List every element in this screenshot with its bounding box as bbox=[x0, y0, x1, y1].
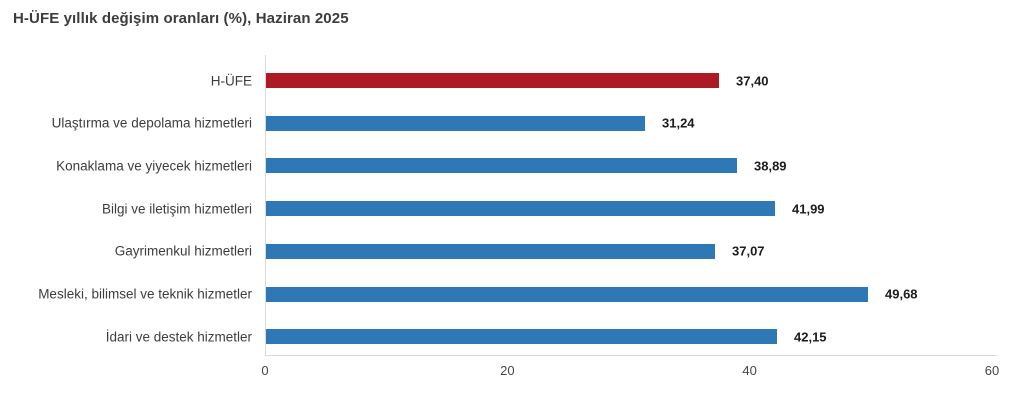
bar bbox=[266, 201, 775, 217]
y-axis-line bbox=[265, 55, 266, 355]
category-label: Ulaştırma ve depolama hizmetleri bbox=[51, 115, 252, 131]
value-label: 49,68 bbox=[885, 286, 918, 302]
category-label: Mesleki, bilimsel ve teknik hizmetler bbox=[38, 286, 252, 302]
category-label: H-ÜFE bbox=[210, 73, 252, 88]
bar bbox=[266, 73, 719, 88]
x-axis-line bbox=[265, 355, 997, 356]
value-label: 42,15 bbox=[794, 329, 827, 345]
bar bbox=[266, 158, 737, 174]
bar bbox=[266, 243, 715, 259]
bar bbox=[266, 329, 777, 345]
category-label: Gayrimenkul hizmetleri bbox=[114, 243, 252, 259]
category-label: Bilgi ve iletişim hizmetleri bbox=[101, 201, 252, 217]
category-label: İdari ve destek hizmetler bbox=[105, 329, 252, 345]
value-label: 38,89 bbox=[754, 158, 787, 174]
value-label: 37,40 bbox=[736, 73, 769, 88]
value-label: 31,24 bbox=[662, 115, 695, 131]
value-label: 41,99 bbox=[792, 201, 825, 217]
chart-title: H-ÜFE yıllık değişim oranları (%), Hazir… bbox=[13, 10, 349, 27]
x-tick-label: 20 bbox=[500, 363, 515, 378]
bar bbox=[266, 286, 868, 302]
x-tick-label: 40 bbox=[742, 363, 757, 378]
x-tick-label: 60 bbox=[984, 363, 1000, 378]
bar bbox=[266, 115, 645, 131]
category-label: Konaklama ve yiyecek hizmetleri bbox=[56, 158, 252, 174]
value-label: 37,07 bbox=[732, 243, 765, 259]
x-tick-label: 0 bbox=[261, 363, 269, 378]
